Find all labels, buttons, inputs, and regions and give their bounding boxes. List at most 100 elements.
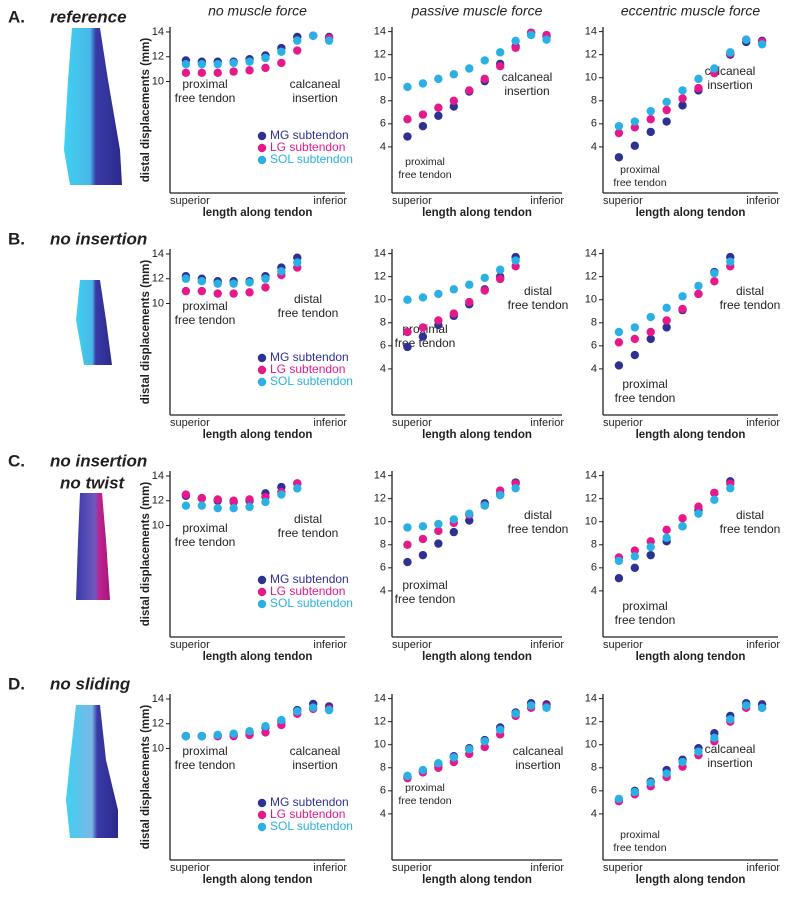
data-point	[678, 522, 687, 531]
data-point	[614, 128, 624, 138]
data-point	[418, 534, 428, 544]
annotation: insertion	[707, 756, 752, 770]
data-point	[526, 30, 536, 40]
legend-label: LG subtendon	[270, 807, 345, 821]
data-point	[630, 323, 640, 332]
x-end-label: inferior	[746, 195, 780, 207]
data-point	[229, 289, 238, 298]
data-point	[630, 123, 640, 132]
data-point	[434, 519, 443, 529]
data-point	[678, 757, 687, 767]
legend-swatch	[257, 143, 267, 153]
x-axis-label: length along tendon	[636, 874, 746, 886]
y-tick-label: 14	[152, 693, 164, 705]
data-point	[757, 703, 767, 713]
annotation: distal	[294, 512, 322, 526]
y-tick-label: 6	[591, 785, 597, 797]
x-end-label: inferior	[313, 639, 347, 651]
column-title: no muscle force	[208, 3, 307, 19]
annotation: proximal	[182, 521, 227, 535]
data-point	[403, 771, 412, 781]
data-point	[449, 753, 459, 762]
data-point	[403, 132, 412, 141]
x-end-label: inferior	[746, 639, 780, 651]
data-point	[480, 742, 489, 752]
data-point	[646, 334, 655, 344]
data-point	[495, 725, 505, 734]
x-end-label: superior	[603, 862, 643, 874]
tendon-image	[76, 493, 110, 600]
legend-swatch	[257, 377, 267, 387]
annotation: proximal	[182, 299, 227, 313]
data-point	[449, 96, 459, 105]
data-point	[418, 332, 428, 341]
data-point	[662, 525, 671, 534]
data-point	[181, 68, 191, 78]
annotation: free tendon	[615, 613, 676, 627]
y-tick-label: 4	[591, 141, 597, 153]
data-point	[678, 94, 687, 103]
scatter-chart: eccentric muscle force 4 6 8 10 12 14 superior i…	[585, 3, 781, 219]
y-tick-label: 6	[591, 118, 597, 130]
data-point	[646, 127, 655, 137]
data-point	[630, 552, 640, 561]
annotation: distal	[294, 292, 322, 306]
y-tick-label: 10	[152, 519, 164, 531]
annotation: free tendon	[720, 522, 781, 536]
data-point	[293, 46, 302, 55]
y-axis-label: distal displacements (mm)	[140, 482, 152, 627]
data-point	[495, 48, 505, 57]
y-tick-label: 8	[591, 317, 597, 329]
y-tick-label: 12	[374, 271, 386, 283]
annotation: proximal	[622, 599, 667, 613]
annotation: proximal	[405, 782, 445, 794]
panel-labels: A. reference B. no insertion C. no insertion n…	[8, 7, 147, 693]
data-point	[726, 48, 735, 57]
plots: no muscle force 10 12 14 distal displacement…	[140, 3, 780, 886]
legend-label: LG subtendon	[270, 362, 345, 376]
x-end-label: inferior	[530, 195, 564, 207]
x-axis-label: length along tendon	[636, 207, 746, 219]
data-point	[324, 705, 334, 715]
y-tick-label: 4	[380, 141, 386, 153]
data-point	[261, 728, 270, 737]
data-point	[480, 737, 489, 746]
x-end-label: superior	[392, 862, 432, 874]
data-point	[511, 36, 520, 46]
tendon-image	[76, 280, 112, 365]
data-point	[465, 509, 474, 518]
annotation: free tendon	[615, 391, 676, 405]
data-point	[542, 35, 551, 44]
data-point	[646, 312, 655, 322]
data-point	[418, 323, 428, 332]
data-point	[277, 47, 286, 56]
data-point	[403, 115, 412, 124]
data-point	[465, 745, 474, 754]
annotation: distal	[524, 508, 552, 522]
data-point	[630, 787, 640, 797]
x-end-label: inferior	[746, 417, 780, 429]
data-point	[213, 59, 222, 69]
data-point	[710, 277, 719, 286]
y-tick-label: 4	[591, 585, 597, 597]
y-tick-label: 10	[152, 742, 164, 754]
y-tick-label: 6	[591, 562, 597, 574]
y-tick-label: 12	[585, 49, 597, 61]
annotation: free tendon	[720, 298, 781, 312]
data-point	[710, 64, 719, 73]
data-point	[710, 488, 719, 498]
x-axis-label: length along tendon	[203, 429, 313, 441]
data-point	[678, 292, 687, 301]
data-point	[229, 279, 238, 288]
x-end-label: inferior	[313, 195, 347, 207]
y-tick-label: 12	[152, 495, 164, 507]
panel-letter: A.	[8, 7, 25, 26]
y-tick-label: 14	[585, 470, 597, 482]
data-point	[449, 527, 459, 537]
data-point	[646, 778, 655, 787]
y-tick-label: 14	[374, 248, 386, 260]
data-point	[630, 141, 640, 150]
data-point	[449, 70, 459, 79]
data-point	[245, 278, 254, 287]
data-point	[261, 283, 270, 292]
